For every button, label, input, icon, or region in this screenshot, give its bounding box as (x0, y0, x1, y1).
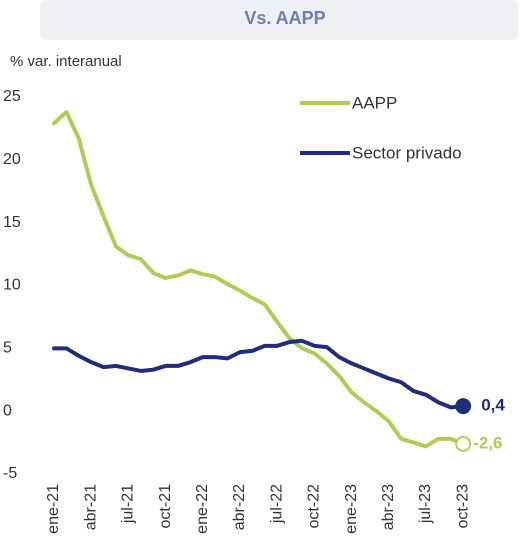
x-tick-label: jul-23 (417, 484, 434, 524)
legend-label: Sector privado (352, 143, 462, 162)
x-tick-label: abr-22 (231, 484, 248, 530)
series-line (52, 338, 466, 410)
x-tick-label: jul-22 (268, 484, 285, 524)
x-tick-label: oct-21 (157, 484, 174, 529)
y-tick-label: 25 (3, 88, 21, 105)
x-tick-label: abr-23 (380, 484, 397, 530)
x-tick-label: ene-21 (45, 484, 62, 534)
chart-title: Vs. AAPP (244, 8, 325, 28)
x-tick-label: oct-23 (454, 484, 471, 529)
header-box (40, 0, 518, 40)
end-label: -2,6 (473, 433, 502, 452)
x-tick-label: jul-21 (120, 484, 137, 524)
x-tick-label: ene-22 (194, 484, 211, 534)
y-tick-label: 5 (3, 340, 12, 357)
end-marker (455, 435, 472, 452)
x-tick-label: oct-22 (306, 484, 323, 529)
y-tick-label: 0 (3, 402, 12, 419)
x-tick-label: ene-23 (343, 484, 360, 534)
x-tick-label: abr-21 (82, 484, 99, 530)
end-marker (455, 398, 472, 415)
y-axis-label: % var. interanual (10, 53, 122, 70)
end-label: 0,4 (481, 396, 505, 415)
y-tick-label: 10 (3, 277, 21, 294)
legend-label: AAPP (352, 93, 397, 112)
y-tick-label: 15 (3, 214, 21, 231)
y-tick-label: -5 (3, 465, 17, 482)
series-line (52, 110, 466, 449)
y-tick-label: 20 (3, 151, 21, 168)
